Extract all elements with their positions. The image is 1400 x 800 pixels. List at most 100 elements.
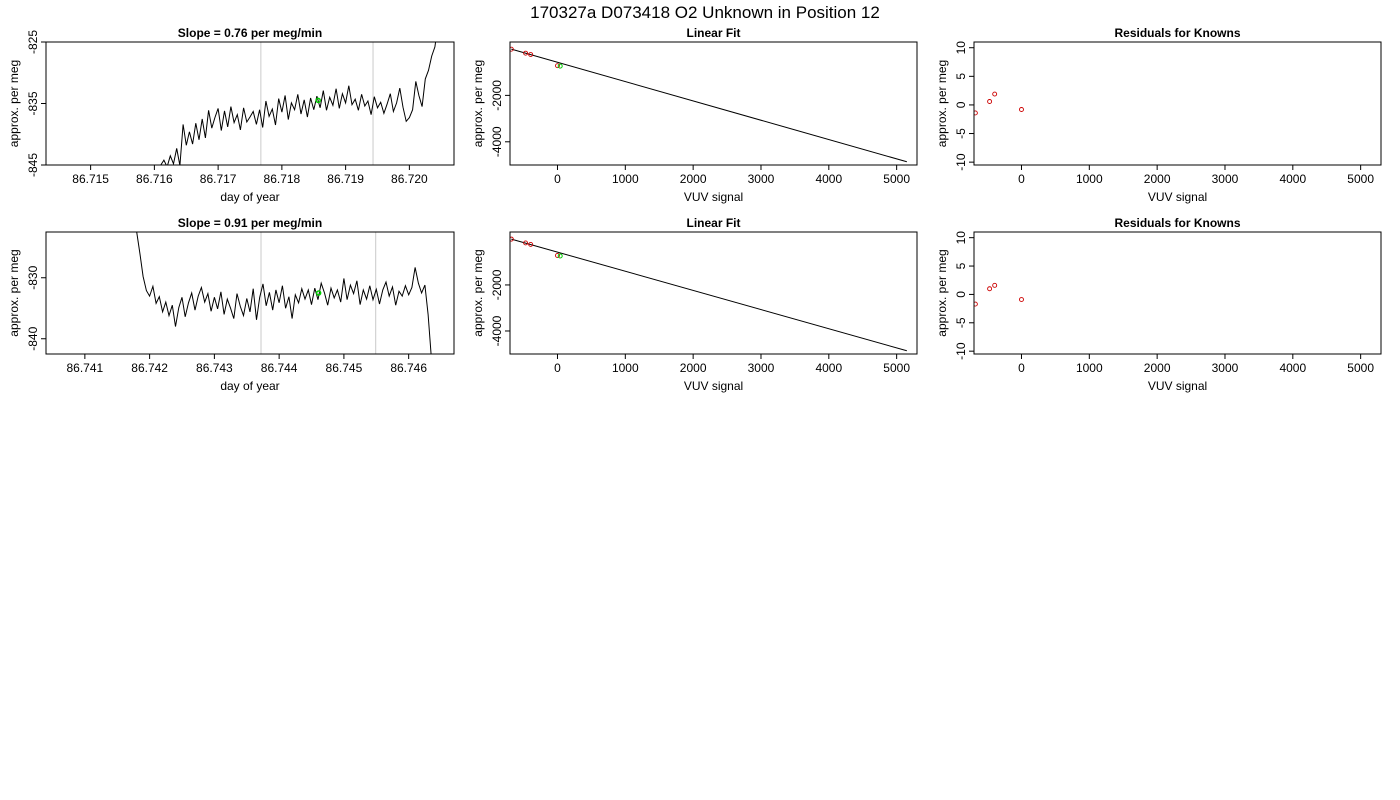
x-tick-label: 5000: [883, 361, 910, 375]
y-axis-label: approx. per meg: [471, 249, 485, 336]
y-tick-label: 5: [954, 73, 968, 80]
chart-panel-1: Slope = 0.76 per meg/min 86.715 86.716 86.7…: [7, 26, 455, 204]
x-tick-label: 3000: [748, 172, 775, 186]
x-tick-label: 86.715: [72, 172, 109, 186]
y-tick-label: -4000: [490, 126, 504, 157]
fit-line: [511, 48, 907, 163]
known-point: [528, 52, 534, 57]
x-tick-label: 86.745: [326, 361, 363, 375]
y-axis-label: approx. per meg: [7, 60, 21, 147]
known-point: [992, 91, 998, 97]
x-tick-label: 3000: [1212, 172, 1239, 186]
known-point: [555, 253, 560, 258]
x-tick-label: 0: [1018, 172, 1025, 186]
x-tick-label: 1000: [612, 361, 639, 375]
y-tick-label: 0: [954, 101, 968, 108]
plot-frame: [509, 41, 918, 166]
x-tick-label: 5000: [1347, 361, 1374, 375]
panels-container: Slope = 0.76 per meg/min 86.715 86.716 86.7…: [7, 26, 1382, 393]
x-tick-label: 3000: [748, 361, 775, 375]
y-tick-label: 5: [954, 262, 968, 269]
plot-frame: [45, 41, 455, 166]
x-tick-label: 86.742: [131, 361, 168, 375]
plot-frame: [509, 231, 918, 355]
x-tick-label: 4000: [815, 361, 842, 375]
y-tick-label: -830: [26, 265, 40, 289]
x-tick-label: 1000: [612, 172, 639, 186]
x-tick-label: 4000: [1279, 172, 1306, 186]
fit-line: [511, 238, 907, 352]
plot-frame: [973, 231, 1382, 355]
panel-title: Residuals for Knowns: [1114, 26, 1240, 40]
x-axis-label: day of year: [220, 190, 279, 204]
x-axis-label: VUV signal: [684, 190, 743, 204]
figure-title: 170327a D073418 O2 Unknown in Position 1…: [530, 3, 880, 22]
x-tick-label: 86.718: [264, 172, 301, 186]
x-tick-label: 0: [554, 172, 561, 186]
plot-area: [160, 42, 437, 165]
x-tick-label: 2000: [680, 172, 707, 186]
x-tick-label: 86.746: [390, 361, 427, 375]
y-tick-label: -835: [26, 91, 40, 115]
x-tick-label: 4000: [815, 172, 842, 186]
x-tick-label: 2000: [680, 361, 707, 375]
x-tick-label: 3000: [1212, 361, 1239, 375]
known-point: [1019, 107, 1024, 112]
unknown-point: [557, 253, 563, 259]
y-tick-label: -10: [954, 342, 968, 360]
y-tick-label: -10: [954, 153, 968, 171]
x-tick-label: 0: [1018, 361, 1025, 375]
chart-panel-5: Linear Fit 0 1000 2000 3000 4000 5000 -2000 -400…: [471, 216, 918, 393]
x-axis-label: VUV signal: [1148, 190, 1207, 204]
x-axis-label: VUV signal: [1148, 379, 1207, 393]
known-point: [528, 241, 534, 247]
x-tick-label: 1000: [1076, 172, 1103, 186]
x-tick-label: 86.716: [136, 172, 173, 186]
y-axis-label: approx. per meg: [471, 60, 485, 147]
known-point: [555, 63, 560, 69]
x-tick-label: 86.743: [196, 361, 233, 375]
known-point: [974, 301, 978, 307]
x-tick-label: 2000: [1144, 172, 1171, 186]
known-point: [523, 240, 529, 246]
x-tick-label: 0: [554, 361, 561, 375]
plot-area: [974, 91, 1024, 116]
y-tick-label: -4000: [490, 315, 504, 346]
unknown-point: [557, 63, 563, 69]
y-tick-label: -5: [954, 128, 968, 139]
y-tick-label: -2000: [490, 80, 504, 111]
plot-area: [510, 46, 907, 163]
time-series-trace: [136, 232, 432, 354]
plot-area: [510, 236, 907, 352]
unknown-marker: [315, 97, 321, 104]
known-point: [510, 236, 514, 242]
panel-title: Slope = 0.91 per meg/min: [178, 216, 322, 230]
panel-title: Residuals for Knowns: [1114, 216, 1240, 230]
x-axis-label: day of year: [220, 379, 279, 393]
x-tick-label: 86.719: [327, 172, 364, 186]
known-point: [523, 50, 529, 56]
known-point: [1019, 297, 1024, 302]
known-point: [992, 282, 998, 288]
panel-title: Linear Fit: [686, 26, 740, 40]
y-tick-label: -825: [26, 30, 40, 54]
known-point: [987, 99, 993, 104]
y-axis-label: approx. per meg: [935, 60, 949, 147]
x-tick-label: 86.744: [261, 361, 298, 375]
y-tick-label: -840: [26, 326, 40, 350]
plot-frame: [973, 41, 1382, 166]
plot-area: [136, 232, 432, 354]
y-tick-label: 10: [954, 231, 968, 245]
x-tick-label: 5000: [883, 172, 910, 186]
x-tick-label: 4000: [1279, 361, 1306, 375]
y-axis-label: approx. per meg: [935, 249, 949, 336]
known-point: [987, 286, 993, 292]
x-tick-label: 1000: [1076, 361, 1103, 375]
y-tick-label: -5: [954, 317, 968, 328]
y-tick-label: 10: [954, 41, 968, 55]
x-axis-label: VUV signal: [684, 379, 743, 393]
panel-title: Linear Fit: [686, 216, 740, 230]
y-tick-label: -2000: [490, 269, 504, 300]
